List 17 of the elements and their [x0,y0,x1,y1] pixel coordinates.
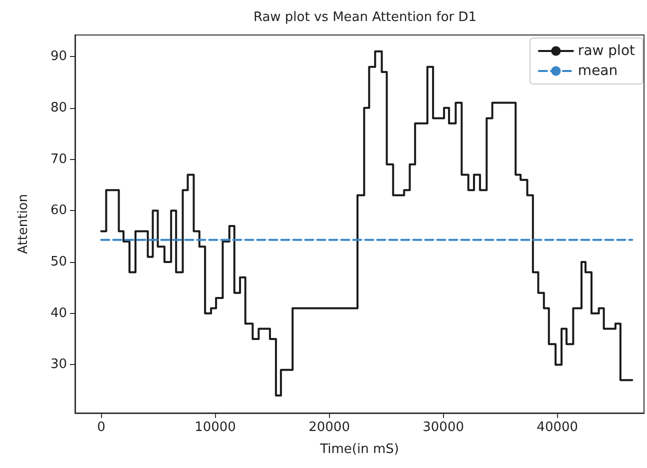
chart-title: Raw plot vs Mean Attention for D1 [253,10,477,25]
y-axis-title: Attention [16,194,31,254]
legend-label: raw plot [578,43,636,59]
legend-label: mean [578,63,618,79]
x-tick-label: 40000 [536,420,578,435]
y-tick-label: 80 [50,100,67,116]
x-tick-label: 30000 [422,420,464,435]
y-tick-label: 60 [50,203,67,218]
y-tick-label: 40 [50,306,67,321]
y-tick-label: 70 [50,152,67,167]
x-tick-label: 10000 [194,420,236,435]
x-tick-label: 20000 [308,420,350,435]
y-tick-label: 50 [50,254,67,270]
y-tick-label: 90 [50,49,67,64]
x-tick-label: 0 [97,420,106,435]
y-tick-label: 30 [50,357,67,372]
x-axis-title: Time(in mS) [319,442,399,457]
